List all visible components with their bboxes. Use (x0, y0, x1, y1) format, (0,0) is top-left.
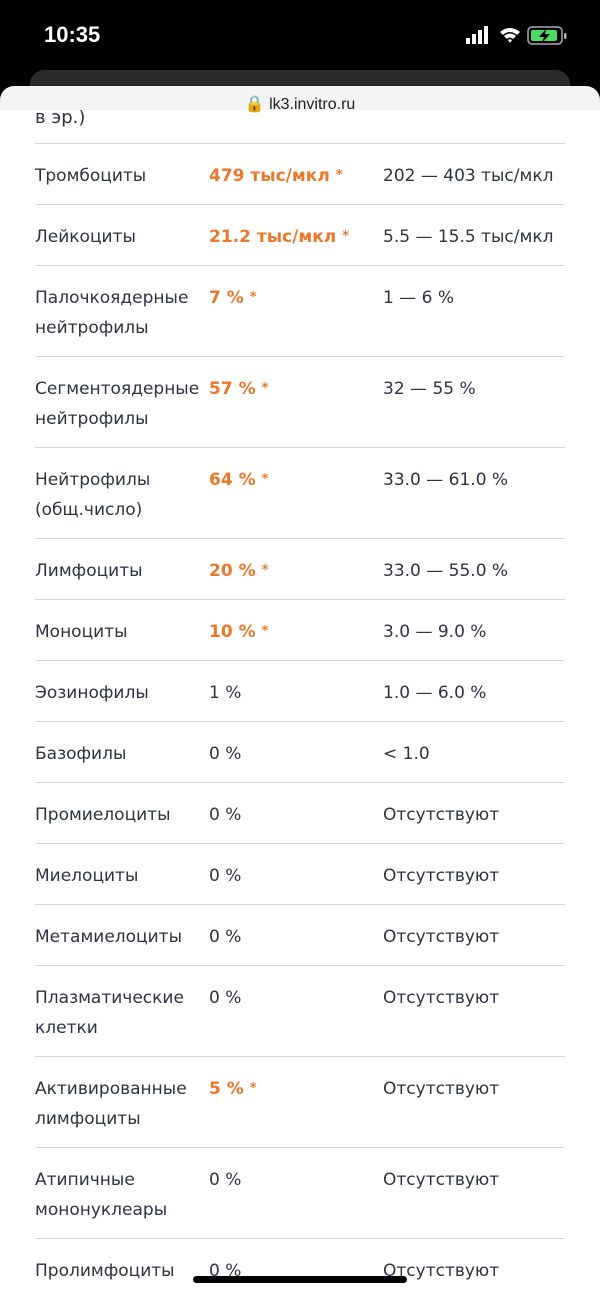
reference-range: Отсутствуют (383, 1079, 500, 1099)
test-result: 0 % (209, 739, 383, 769)
reference-range: 1 — 6 % (383, 288, 454, 308)
result-flag: * (342, 229, 350, 244)
result-value: 0 % (209, 744, 242, 764)
table-row: Лейкоциты 21.2 тыс/мкл * 5.5 — 15.5 тыс/мкл (35, 204, 565, 265)
table-row: Эозинофилы 1 % 1.0 — 6.0 % (35, 660, 565, 721)
test-name: Сегментоядерные нейтрофилы (35, 379, 200, 429)
reference-range: 33.0 — 55.0 % (383, 561, 509, 581)
test-name: Палочкоядерные нейтрофилы (35, 288, 189, 338)
test-result: 0 % (209, 861, 383, 891)
test-result: 21.2 тыс/мкл * (209, 222, 383, 252)
result-value: 57 % (209, 379, 256, 399)
test-result: 0 % (209, 983, 383, 1043)
test-name: Метамиелоциты (35, 927, 182, 947)
results-table: Тромбоциты 479 тыс/мкл * 202 — 403 тыс/мкл Л… (35, 143, 565, 1299)
result-flag: * (261, 381, 269, 396)
test-result: 7 % * (209, 283, 383, 343)
test-result: 57 % * (209, 374, 383, 434)
test-name: Тромбоциты (35, 166, 147, 186)
table-row: Активированные лимфоциты 5 % * Отсутствуют (35, 1056, 565, 1147)
result-value: 1 % (209, 683, 242, 703)
test-name: Атипичные мононуклеары (35, 1170, 168, 1220)
table-row: Плазматические клетки 0 % Отсутствуют (35, 965, 565, 1056)
test-result: 64 % * (209, 465, 383, 525)
reference-range: Отсутствуют (383, 927, 500, 947)
table-row: Метамиелоциты 0 % Отсутствуют (35, 904, 565, 965)
test-name: Промиелоциты (35, 805, 171, 825)
cut-text: в эр.) (35, 107, 86, 128)
test-name: Базофилы (35, 744, 127, 764)
test-result: 479 тыс/мкл * (209, 161, 383, 191)
reference-range: 33.0 — 61.0 % (383, 470, 509, 490)
test-result: 20 % * (209, 556, 383, 586)
reference-range: Отсутствуют (383, 805, 500, 825)
table-row: Пролимфоциты 0 % Отсутствуют (35, 1238, 565, 1299)
test-name: Лейкоциты (35, 227, 136, 247)
url-text[interactable]: lk3.invitro.ru (269, 96, 356, 113)
test-name: Активированные лимфоциты (35, 1079, 187, 1129)
result-flag: * (261, 624, 269, 639)
test-result: 10 % * (209, 617, 383, 647)
test-name: Лимфоциты (35, 561, 143, 581)
test-name: Пролимфоциты (35, 1261, 175, 1281)
table-row: Промиелоциты 0 % Отсутствуют (35, 782, 565, 843)
browser-sheet (0, 86, 600, 110)
url[interactable]: 🔒 lk3.invitro.ru (244, 96, 356, 113)
table-row: Тромбоциты 479 тыс/мкл * 202 — 403 тыс/мкл (35, 143, 565, 204)
test-name: Нейтрофилы (общ.число) (35, 470, 151, 520)
test-result: 0 % (209, 800, 383, 830)
test-result: 0 % (209, 1165, 383, 1225)
table-row: Лимфоциты 20 % * 33.0 — 55.0 % (35, 538, 565, 599)
status-icons (466, 26, 567, 45)
table-row: Сегментоядерные нейтрофилы 57 % * 32 — 55 % (35, 356, 565, 447)
result-flag: * (249, 290, 257, 305)
table-row: Атипичные мононуклеары 0 % Отсутствуют (35, 1147, 565, 1238)
result-value: 64 % (209, 470, 256, 490)
table-row: Базофилы 0 % < 1.0 (35, 721, 565, 782)
result-value: 0 % (209, 988, 242, 1008)
test-name: Миелоциты (35, 866, 139, 886)
test-result: 5 % * (209, 1074, 383, 1134)
result-value: 20 % (209, 561, 256, 581)
reference-range: 5.5 — 15.5 тыс/мкл (383, 227, 554, 247)
reference-range: 202 — 403 тыс/мкл (383, 166, 554, 186)
reference-range: Отсутствуют (383, 1261, 500, 1281)
table-row: Палочкоядерные нейтрофилы 7 % * 1 — 6 % (35, 265, 565, 356)
result-flag: * (261, 563, 269, 578)
result-value: 10 % (209, 622, 256, 642)
reference-range: 1.0 — 6.0 % (383, 683, 487, 703)
test-result: 1 % (209, 678, 383, 708)
result-value: 7 % (209, 288, 244, 308)
clock: 10:35 (44, 22, 101, 47)
result-value: 5 % (209, 1079, 244, 1099)
table-row: Миелоциты 0 % Отсутствуют (35, 843, 565, 904)
test-name: Эозинофилы (35, 683, 149, 703)
result-value: 0 % (209, 805, 242, 825)
test-name: Плазматические клетки (35, 988, 184, 1038)
reference-range: 32 — 55 % (383, 379, 476, 399)
result-value: 0 % (209, 1170, 242, 1190)
test-name: Моноциты (35, 622, 128, 642)
home-indicator (193, 1276, 407, 1283)
table-row: Нейтрофилы (общ.число) 64 % * 33.0 — 61.0 % (35, 447, 565, 538)
result-value: 0 % (209, 927, 242, 947)
result-flag: * (249, 1081, 257, 1096)
test-result: 0 % (209, 922, 383, 952)
status-bar: 10:35 🔒 lk3.invitro.ru (0, 0, 600, 113)
result-flag: * (335, 168, 343, 183)
reference-range: Отсутствуют (383, 1170, 500, 1190)
reference-range: < 1.0 (383, 744, 430, 764)
reference-range: Отсутствуют (383, 988, 500, 1008)
result-value: 479 тыс/мкл (209, 166, 330, 186)
result-value: 21.2 тыс/мкл (209, 227, 337, 247)
result-value: 0 % (209, 866, 242, 886)
result-flag: * (261, 472, 269, 487)
table-row: Моноциты 10 % * 3.0 — 9.0 % (35, 599, 565, 660)
reference-range: Отсутствуют (383, 866, 500, 886)
reference-range: 3.0 — 9.0 % (383, 622, 487, 642)
